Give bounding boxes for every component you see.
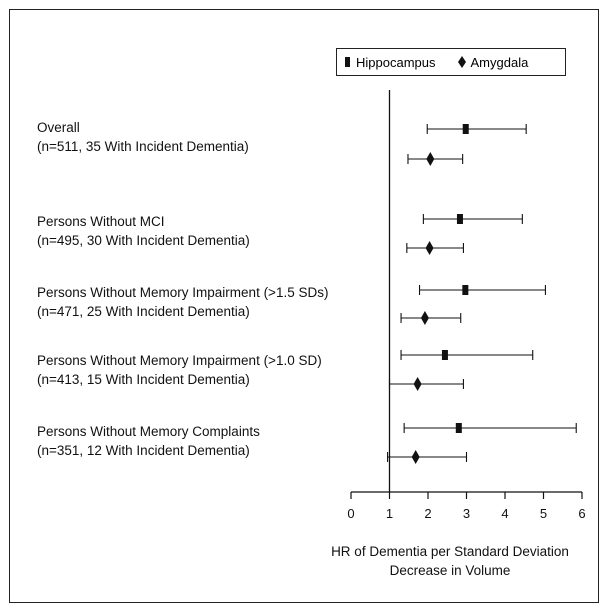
- legend: Hippocampus Amygdala: [336, 48, 566, 76]
- x-axis-title: HR of Dementia per Standard Deviation De…: [331, 544, 569, 578]
- legend-label: Amygdala: [470, 54, 529, 70]
- x-tick-label: 1: [386, 506, 393, 521]
- group-label-without-memory-impairment-1-5: Persons Without Memory Impairment (>1.5 …: [37, 283, 328, 321]
- x-tick-label: 2: [424, 506, 431, 521]
- x-tick-label: 3: [463, 506, 470, 521]
- diamond-marker-icon: [457, 56, 466, 68]
- group-label-without-mci: Persons Without MCI (n=495, 30 With Inci…: [37, 212, 250, 250]
- legend-label: Hippocampus: [356, 54, 436, 70]
- group-label-line2: (n=351, 12 With Incident Dementia): [37, 443, 250, 458]
- group-label-line2: (n=495, 30 With Incident Dementia): [37, 233, 250, 248]
- group-label-without-memory-complaints: Persons Without Memory Complaints (n=351…: [37, 422, 260, 460]
- x-tick-label: 5: [540, 506, 547, 521]
- hippocampus-point: [462, 124, 469, 134]
- hippocampus-point: [462, 285, 469, 295]
- group-label-line1: Persons Without MCI: [37, 214, 165, 229]
- x-tick-label: 0: [347, 506, 354, 521]
- amygdala-point: [413, 377, 422, 391]
- amygdala-point: [425, 241, 434, 255]
- group-label-line1: Persons Without Memory Impairment (>1.5 …: [37, 285, 329, 300]
- hippocampus-point: [455, 423, 462, 433]
- amygdala-point: [426, 152, 435, 166]
- amygdala-point: [411, 450, 420, 464]
- legend-item-amygdala: Amygdala: [457, 54, 529, 70]
- group-label-line2: (n=471, 25 With Incident Dementia): [37, 304, 250, 319]
- x-tick-label: 6: [578, 506, 585, 521]
- group-label-line1: Persons Without Memory Complaints: [37, 424, 260, 439]
- x-tick-label: 4: [501, 506, 508, 521]
- group-label-line2: (n=413, 15 With Incident Dementia): [37, 372, 250, 387]
- hippocampus-point: [441, 350, 448, 360]
- amygdala-point: [420, 311, 429, 325]
- square-marker-icon: [345, 57, 350, 67]
- legend-item-hippocampus: Hippocampus: [345, 55, 436, 70]
- group-label-overall: Overall (n=511, 35 With Incident Dementi…: [37, 118, 249, 156]
- figure-frame: [9, 9, 599, 603]
- group-label-line1: Persons Without Memory Impairment (>1.0 …: [37, 353, 322, 368]
- group-label-line2: (n=511, 35 With Incident Dementia): [37, 139, 249, 154]
- group-label-line1: Overall: [37, 120, 80, 135]
- hippocampus-point: [456, 214, 463, 224]
- group-label-without-memory-impairment-1-0: Persons Without Memory Impairment (>1.0 …: [37, 351, 322, 389]
